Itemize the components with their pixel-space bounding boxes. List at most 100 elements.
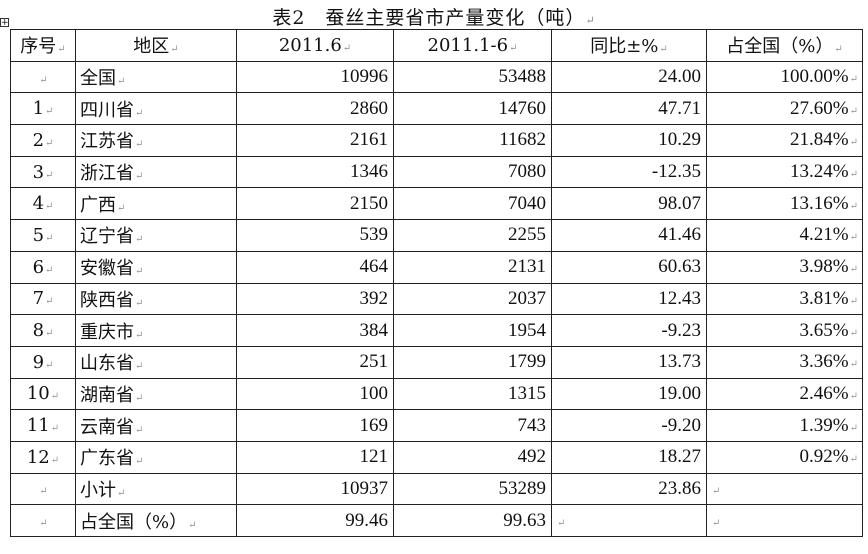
table-row: 8重庆市3841954-9.233.65% bbox=[10, 314, 863, 347]
cell-2011-6: 169 bbox=[236, 409, 394, 442]
table-title-text: 表2 蚕丝主要省市产量变化（吨） bbox=[272, 7, 586, 29]
cell-yoy: -9.23 bbox=[551, 314, 707, 347]
cell-region: 全国 bbox=[75, 60, 237, 94]
cell-region: 广西 bbox=[75, 187, 237, 221]
cell-share: 13.16% bbox=[706, 187, 863, 221]
cell-index: 4 bbox=[10, 187, 76, 221]
header-yoy: 同比±% bbox=[551, 29, 707, 62]
cell-2011-1-6: 2255 bbox=[393, 219, 552, 252]
cell-share: 13.24% bbox=[706, 155, 863, 189]
cell-share: 3.36% bbox=[706, 345, 863, 379]
cell-index: 7 bbox=[10, 282, 76, 316]
cell-share: 21.84% bbox=[706, 124, 863, 157]
cell-2011-6: 99.46 bbox=[236, 504, 394, 537]
cell-2011-6: 251 bbox=[236, 345, 394, 379]
cell-region: 湖南省 bbox=[75, 377, 237, 411]
cell-region: 辽宁省 bbox=[75, 219, 237, 252]
cell-index: 5 bbox=[10, 219, 76, 252]
cell-yoy: 60.63 bbox=[551, 250, 707, 284]
cell-region: 占全国（%） bbox=[75, 504, 237, 537]
cell-2011-1-6: 7080 bbox=[393, 155, 552, 189]
header-2011-1-6: 2011.1-6 bbox=[393, 29, 552, 62]
cell-yoy bbox=[551, 504, 707, 537]
header-share: 占全国（%） bbox=[706, 29, 863, 62]
cell-yoy: 12.43 bbox=[551, 282, 707, 316]
cell-2011-6: 2161 bbox=[236, 124, 394, 157]
cell-share: 1.39% bbox=[706, 409, 863, 442]
cell-yoy: 18.27 bbox=[551, 440, 707, 474]
table-row: 小计109375328923.86 bbox=[10, 472, 863, 506]
cell-yoy: 19.00 bbox=[551, 377, 707, 411]
cell-yoy: 10.29 bbox=[551, 124, 707, 157]
header-2011-6: 2011.6 bbox=[236, 29, 394, 62]
cell-2011-1-6: 11682 bbox=[393, 124, 552, 157]
cell-2011-6: 2860 bbox=[236, 92, 394, 126]
cell-2011-6: 10996 bbox=[236, 60, 394, 94]
cell-2011-1-6: 99.63 bbox=[393, 504, 552, 537]
cell-2011-6: 1346 bbox=[236, 155, 394, 189]
cell-2011-6: 464 bbox=[236, 250, 394, 284]
cell-2011-6: 392 bbox=[236, 282, 394, 316]
cell-2011-1-6: 53289 bbox=[393, 472, 552, 506]
cell-yoy: -9.20 bbox=[551, 409, 707, 442]
cell-index: 12 bbox=[10, 440, 76, 474]
cell-region: 陕西省 bbox=[75, 282, 237, 316]
cell-2011-1-6: 2131 bbox=[393, 250, 552, 284]
header-index: 序号 bbox=[10, 29, 76, 62]
table-row: 11云南省169743-9.201.39% bbox=[10, 409, 863, 442]
table-row: 10湖南省100131519.002.46% bbox=[10, 377, 863, 411]
table-row: 7陕西省392203712.433.81% bbox=[10, 282, 863, 316]
cell-2011-6: 100 bbox=[236, 377, 394, 411]
cell-yoy: 23.86 bbox=[551, 472, 707, 506]
cell-2011-1-6: 1954 bbox=[393, 314, 552, 347]
cell-2011-6: 10937 bbox=[236, 472, 394, 506]
cell-2011-1-6: 7040 bbox=[393, 187, 552, 221]
table-row: 9山东省251179913.733.36% bbox=[10, 345, 863, 379]
cell-2011-1-6: 492 bbox=[393, 440, 552, 474]
cell-share: 27.60% bbox=[706, 92, 863, 126]
cell-region: 浙江省 bbox=[75, 155, 237, 189]
cell-yoy: 98.07 bbox=[551, 187, 707, 221]
cell-2011-1-6: 14760 bbox=[393, 92, 552, 126]
cell-yoy: 24.00 bbox=[551, 60, 707, 94]
cell-share: 3.65% bbox=[706, 314, 863, 347]
cell-2011-1-6: 743 bbox=[393, 409, 552, 442]
table-row: 5辽宁省539225541.464.21% bbox=[10, 219, 863, 252]
header-region: 地区 bbox=[75, 29, 237, 62]
cell-share: 4.21% bbox=[706, 219, 863, 252]
cell-2011-6: 121 bbox=[236, 440, 394, 474]
cell-share: 0.92% bbox=[706, 440, 863, 474]
cell-share: 100.00% bbox=[706, 60, 863, 94]
cell-yoy: -12.35 bbox=[551, 155, 707, 189]
table-row: 6安徽省464213160.633.98% bbox=[10, 250, 863, 284]
cell-share: 3.81% bbox=[706, 282, 863, 316]
cell-region: 四川省 bbox=[75, 92, 237, 126]
cell-index: 9 bbox=[10, 345, 76, 379]
cell-index bbox=[10, 504, 76, 537]
cell-yoy: 41.46 bbox=[551, 219, 707, 252]
cell-2011-1-6: 53488 bbox=[393, 60, 552, 94]
cell-2011-6: 384 bbox=[236, 314, 394, 347]
cell-2011-1-6: 2037 bbox=[393, 282, 552, 316]
cell-index bbox=[10, 472, 76, 506]
silk-production-table: 序号 地区 2011.6 2011.1-6 同比±% 占全国（%） 全国1099… bbox=[10, 29, 863, 537]
cell-region: 安徽省 bbox=[75, 250, 237, 284]
cell-index: 2 bbox=[10, 124, 76, 157]
cell-region: 云南省 bbox=[75, 409, 237, 442]
cell-index: 11 bbox=[10, 409, 76, 442]
cell-2011-6: 2150 bbox=[236, 187, 394, 221]
cell-index: 1 bbox=[10, 92, 76, 126]
cell-region: 小计 bbox=[75, 472, 237, 506]
cell-yoy: 47.71 bbox=[551, 92, 707, 126]
cell-share bbox=[706, 472, 863, 506]
table-move-handle-icon[interactable]: + bbox=[0, 18, 9, 28]
cell-index: 3 bbox=[10, 155, 76, 189]
cell-region: 山东省 bbox=[75, 345, 237, 379]
cell-region: 重庆市 bbox=[75, 314, 237, 347]
